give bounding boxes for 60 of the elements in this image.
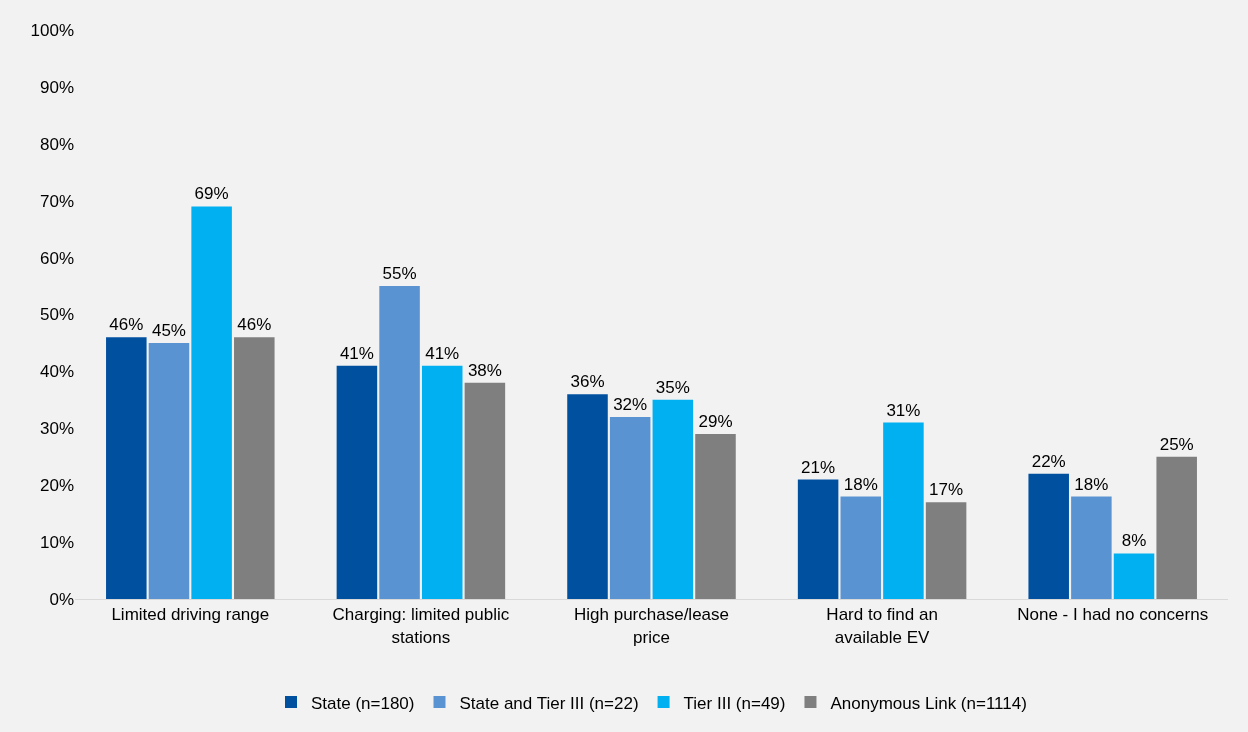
legend-label: State and Tier III (n=22): [459, 693, 639, 713]
y-tick-label: 100%: [30, 20, 74, 40]
data-label: 21%: [801, 457, 836, 477]
x-tick-label: Limited driving range: [111, 605, 270, 625]
bar: [106, 337, 147, 599]
data-label: 29%: [698, 411, 733, 431]
data-label: 69%: [194, 184, 229, 204]
bar: [1113, 553, 1155, 599]
bar: [1156, 456, 1197, 599]
bar: [336, 365, 378, 599]
data-label: 8%: [1121, 531, 1147, 551]
x-tick-label: Hard to find an available EV: [826, 605, 938, 647]
data-label: 17%: [929, 480, 964, 500]
bar: [609, 416, 651, 599]
bar: [695, 433, 736, 599]
data-label: 41%: [339, 343, 374, 363]
data-label: 46%: [109, 315, 144, 335]
legend-label: Anonymous Link (n=1114): [830, 693, 1027, 713]
y-tick-label: 40%: [39, 362, 74, 382]
bar: [464, 382, 506, 599]
bar: [883, 422, 924, 599]
bar: [1071, 496, 1112, 599]
bar: [797, 479, 839, 599]
data-label: 18%: [1074, 474, 1109, 494]
data-label: 55%: [382, 264, 417, 284]
bar: [652, 399, 694, 599]
bar: [191, 206, 232, 599]
data-label: 45%: [151, 320, 186, 340]
y-tick-label: 70%: [39, 191, 74, 211]
y-tick-label: 30%: [39, 419, 74, 439]
bar: [840, 496, 882, 599]
legend-label: Tier III (n=49): [683, 693, 786, 713]
bar: [421, 365, 463, 599]
data-label: 31%: [886, 400, 921, 420]
data-label: 46%: [237, 315, 272, 335]
x-tick-label: High purchase/lease price: [574, 605, 729, 647]
bar: [567, 394, 608, 599]
y-tick-label: 60%: [39, 248, 74, 268]
data-label: 32%: [613, 394, 648, 414]
bar: [148, 342, 190, 599]
data-label: 22%: [1031, 451, 1066, 471]
y-tick-label: 90%: [39, 77, 74, 97]
x-tick-label: None - I had no concerns: [1017, 605, 1209, 625]
bar: [925, 502, 967, 599]
data-label: 25%: [1159, 434, 1194, 454]
bar: [379, 286, 420, 599]
y-tick-label: 10%: [39, 533, 74, 553]
data-label: 35%: [655, 377, 690, 397]
bar: [1028, 473, 1069, 599]
bar: [234, 337, 275, 599]
data-label: 36%: [570, 372, 605, 392]
y-tick-label: 80%: [39, 134, 74, 154]
y-tick-label: 50%: [39, 305, 74, 325]
data-label: 18%: [843, 474, 878, 494]
y-tick-label: 20%: [39, 476, 74, 496]
legend-label: State (n=180): [311, 693, 415, 713]
y-tick-label: 0%: [49, 589, 74, 609]
data-label: 41%: [425, 343, 460, 363]
x-tick-label: Charging: limited public stations: [332, 605, 510, 647]
data-label: 38%: [467, 360, 502, 380]
